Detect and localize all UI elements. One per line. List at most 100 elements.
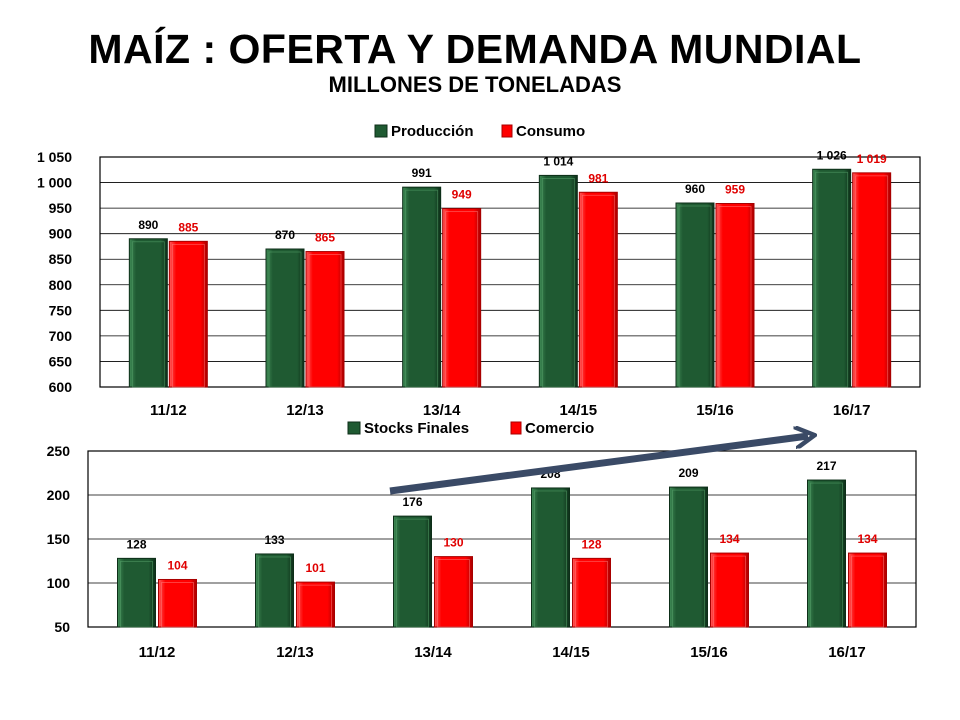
data-label: 981 <box>588 171 608 185</box>
bar-red <box>710 552 749 628</box>
data-label: 130 <box>443 536 463 550</box>
y-tick-label: 250 <box>47 443 71 459</box>
bar-bevel <box>534 490 567 628</box>
legend-swatch <box>501 124 513 138</box>
bar-bevel <box>258 556 291 628</box>
data-label: 133 <box>264 533 284 547</box>
data-label: 1 019 <box>857 152 887 166</box>
bar-green <box>393 515 432 628</box>
bar-bevel <box>131 241 165 388</box>
x-tick-label: 13/14 <box>414 644 452 661</box>
bar-green <box>117 557 156 628</box>
data-label: 134 <box>719 532 739 546</box>
data-label: 885 <box>178 220 198 234</box>
bar-red <box>305 251 345 388</box>
x-tick-label: 16/17 <box>833 402 871 419</box>
y-tick-label: 700 <box>49 328 73 344</box>
bar-bevel <box>171 243 205 388</box>
bar-bevel <box>308 254 342 388</box>
data-label: 217 <box>816 459 836 473</box>
bar-green <box>538 174 578 388</box>
bar-green <box>807 479 846 628</box>
bar-red <box>158 578 197 628</box>
bar-bevel <box>810 482 843 628</box>
plot-area <box>99 156 921 388</box>
bar-bevel <box>445 211 479 388</box>
data-label: 134 <box>857 532 877 546</box>
x-tick-label: 13/14 <box>423 402 461 419</box>
data-label: 176 <box>402 495 422 509</box>
bar-bevel <box>405 189 439 388</box>
y-tick-label: 50 <box>54 619 70 635</box>
legend-swatch <box>347 421 361 435</box>
bar-red <box>578 191 618 388</box>
data-label: 991 <box>412 166 432 180</box>
data-label: 960 <box>685 182 705 196</box>
bar-red <box>852 172 892 388</box>
y-tick-label: 150 <box>47 531 71 547</box>
bar-green <box>255 553 294 628</box>
legend-label: Stocks Finales <box>364 420 469 437</box>
x-tick-label: 11/12 <box>150 402 187 419</box>
y-tick-label: 200 <box>47 487 71 503</box>
bar-bevel <box>678 205 712 388</box>
x-tick-label: 12/13 <box>286 402 324 419</box>
chart-title: MAÍZ : OFERTA Y DEMANDA MUNDIAL <box>88 26 862 72</box>
bar-bevel <box>851 555 884 628</box>
y-tick-label: 950 <box>49 200 73 216</box>
chart-2: 50 100 150 200 250 11/12 128 104 12/13 133 101 13/1… <box>47 420 917 661</box>
bar-bevel <box>575 560 608 628</box>
data-label: 870 <box>275 228 295 242</box>
y-tick-label: 850 <box>49 251 73 267</box>
data-label: 1 026 <box>817 148 847 162</box>
x-tick-label: 11/12 <box>139 644 176 661</box>
legend-swatch <box>374 124 388 138</box>
bar-bevel <box>718 206 752 388</box>
bar-green <box>128 238 168 388</box>
bar-bevel <box>855 175 889 388</box>
bar-green <box>675 202 715 388</box>
x-tick-label: 12/13 <box>276 644 314 661</box>
data-label: 1 014 <box>543 154 573 168</box>
y-tick-label: 1 050 <box>37 149 72 165</box>
y-tick-label: 600 <box>49 379 73 395</box>
bar-bevel <box>161 582 194 628</box>
bar-red <box>168 240 208 388</box>
data-label: 104 <box>167 558 187 572</box>
y-tick-label: 1 000 <box>37 175 72 191</box>
bar-green <box>669 486 708 628</box>
bar-red <box>442 208 482 388</box>
legend-label: Comercio <box>525 420 594 437</box>
data-label: 101 <box>305 561 325 575</box>
data-label: 890 <box>138 218 158 232</box>
x-tick-label: 15/16 <box>690 644 728 661</box>
legend-swatch <box>510 421 522 435</box>
bar-green <box>812 168 852 388</box>
data-label: 128 <box>126 537 146 551</box>
y-tick-label: 100 <box>47 575 71 591</box>
bar-green <box>402 186 442 388</box>
legend-label: Consumo <box>516 123 585 140</box>
bar-red <box>848 552 887 628</box>
bar-bevel <box>581 194 615 388</box>
x-tick-label: 14/15 <box>560 402 598 419</box>
trend-arrow <box>389 436 808 495</box>
bar-bevel <box>672 489 705 628</box>
data-label: 865 <box>315 231 335 245</box>
data-label: 128 <box>581 537 601 551</box>
y-tick-label: 750 <box>49 302 73 318</box>
bar-red <box>572 557 611 628</box>
bar-red <box>296 581 335 628</box>
x-tick-label: 15/16 <box>696 402 734 419</box>
y-tick-label: 900 <box>49 226 73 242</box>
bar-bevel <box>815 171 849 388</box>
data-label: 949 <box>452 188 472 202</box>
bar-bevel <box>541 177 575 388</box>
data-label: 209 <box>678 466 698 480</box>
bar-bevel <box>268 251 302 388</box>
y-tick-label: 650 <box>49 353 73 369</box>
bar-bevel <box>299 584 332 628</box>
bar-red <box>715 203 755 388</box>
bar-green <box>531 487 570 628</box>
